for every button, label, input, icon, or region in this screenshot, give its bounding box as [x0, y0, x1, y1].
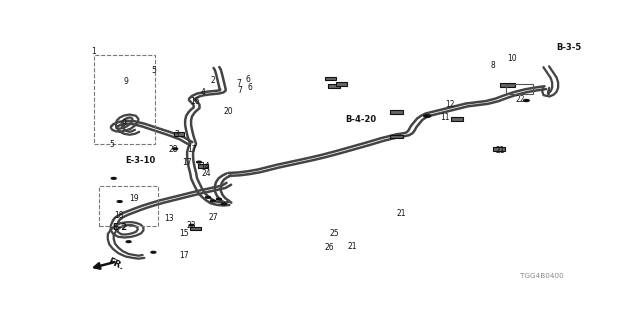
Text: 17: 17: [182, 158, 191, 167]
Text: 5: 5: [110, 140, 115, 149]
Text: 6: 6: [247, 83, 252, 92]
Ellipse shape: [151, 252, 156, 253]
Text: TGG4B0400: TGG4B0400: [520, 273, 564, 279]
Bar: [325, 77, 336, 80]
Text: E-2: E-2: [112, 223, 127, 232]
Text: 24: 24: [202, 169, 211, 178]
Text: 23: 23: [187, 221, 196, 230]
Text: 18: 18: [114, 211, 124, 220]
Text: 7: 7: [236, 79, 241, 88]
Text: 14: 14: [200, 162, 210, 171]
Text: 1: 1: [92, 47, 96, 56]
Ellipse shape: [111, 178, 116, 179]
Ellipse shape: [205, 196, 211, 198]
Ellipse shape: [221, 203, 227, 205]
Text: 19: 19: [129, 194, 138, 203]
Text: 10: 10: [507, 54, 516, 63]
Text: 22: 22: [516, 95, 525, 104]
Ellipse shape: [117, 201, 122, 202]
Text: 9: 9: [121, 119, 126, 128]
Text: 11: 11: [440, 113, 449, 122]
Text: 27: 27: [208, 213, 218, 222]
Text: 7: 7: [238, 86, 243, 95]
Text: 4: 4: [200, 88, 205, 97]
Text: 15: 15: [179, 228, 189, 237]
Ellipse shape: [424, 115, 431, 117]
Bar: [198, 164, 209, 168]
Text: 17: 17: [179, 251, 189, 260]
Text: 25: 25: [329, 228, 339, 237]
Text: FR.: FR.: [106, 257, 125, 272]
Bar: [500, 84, 515, 87]
Bar: [506, 84, 533, 94]
Text: 3: 3: [174, 130, 179, 139]
Ellipse shape: [189, 224, 194, 226]
Bar: [337, 82, 348, 85]
Ellipse shape: [216, 198, 221, 200]
Text: 2: 2: [211, 76, 215, 85]
Text: 21: 21: [496, 146, 506, 155]
Text: 17: 17: [187, 145, 196, 154]
Bar: [493, 147, 506, 151]
Text: 16: 16: [190, 97, 200, 106]
Ellipse shape: [211, 200, 215, 202]
Ellipse shape: [196, 161, 202, 163]
Bar: [99, 186, 158, 226]
Text: B-4-20: B-4-20: [346, 115, 376, 124]
Text: 6: 6: [245, 75, 250, 84]
Text: 28: 28: [168, 145, 178, 154]
Bar: [174, 132, 184, 136]
Bar: [451, 117, 463, 121]
Text: 5: 5: [151, 66, 156, 75]
Bar: [189, 227, 200, 230]
Bar: [94, 55, 156, 144]
Bar: [390, 110, 403, 114]
Text: 20: 20: [224, 107, 234, 116]
Text: 8: 8: [490, 61, 495, 70]
Text: E-3-10: E-3-10: [125, 156, 156, 165]
Text: 26: 26: [324, 243, 334, 252]
Ellipse shape: [126, 241, 131, 243]
Text: 9: 9: [123, 77, 128, 86]
Bar: [390, 135, 403, 138]
Ellipse shape: [173, 148, 178, 150]
Text: 12: 12: [445, 100, 454, 109]
Text: B-3-5: B-3-5: [556, 43, 581, 52]
Text: 21: 21: [397, 209, 406, 218]
Text: 21: 21: [347, 242, 356, 251]
Ellipse shape: [524, 100, 529, 101]
Bar: [328, 84, 340, 88]
Text: 13: 13: [164, 214, 174, 223]
